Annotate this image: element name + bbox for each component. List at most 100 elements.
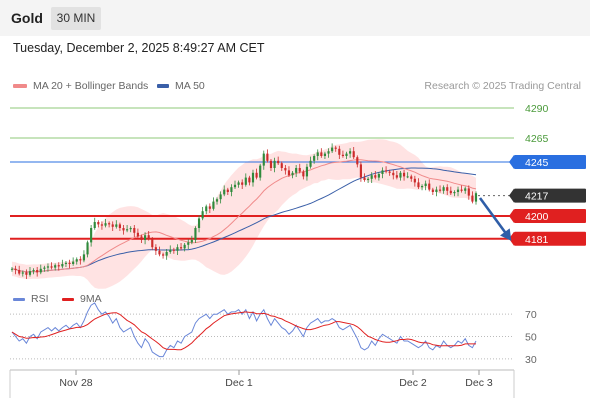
rsi-level-label: 70 [525,309,537,321]
candle-body [338,148,341,155]
candle-body [32,270,35,272]
candle-body [79,259,82,261]
candle [82,250,86,263]
ma50-line [11,167,477,273]
candle [474,191,478,205]
candle [424,180,427,191]
timestamp: Tuesday, December 2, 2025 8:49:27 AM CET [13,41,265,55]
candle-body [212,201,215,209]
candle [151,237,154,251]
candle [197,215,201,233]
candle [144,232,147,245]
candle-body [453,192,456,194]
level-label-4290: 4290 [525,103,549,115]
candle [349,148,352,158]
candle [248,175,251,186]
candle-body [241,182,244,185]
candle [277,156,280,165]
candle-body [431,189,434,192]
candle [136,228,139,239]
candle [165,249,168,260]
candle [43,265,46,272]
candle-body [108,223,111,225]
legend-ma20-label: MA 20 + Bollinger Bands [33,80,149,92]
level-label-4245: 4245 [525,157,549,169]
candle-body [14,268,17,270]
candle [14,265,17,275]
instrument-title: Gold [11,10,43,26]
candle [259,163,262,181]
timeframe-button[interactable]: 30 MIN [51,7,101,30]
candle-body [345,153,348,156]
candle [194,226,197,243]
candle-body [269,160,273,168]
candle [183,243,186,252]
candle-body [295,168,298,173]
candle-body [277,160,280,164]
candle-body [10,268,14,270]
candle [126,225,129,233]
candle [190,235,193,245]
candle [295,165,298,177]
candle-body [255,172,258,178]
candle [266,149,269,163]
candle-body [194,228,197,240]
candle [100,221,104,230]
candle [377,172,380,181]
candle-body [420,186,424,188]
rsi-pane: 70 50 30 [10,302,537,366]
candle [154,244,157,255]
candle [420,184,424,191]
candle [269,159,273,171]
level-badge-4181 [514,231,586,246]
candle-body [72,261,75,264]
candle [370,172,373,183]
candle-body [446,187,449,191]
candle [410,174,413,182]
candle-body [144,235,147,240]
candle [244,173,247,187]
candle [241,179,244,189]
candle-body [43,267,46,269]
candle [21,270,24,277]
level-badge-4245 [514,155,586,169]
ma50-swatch [157,84,169,89]
candle [169,245,172,254]
candle-body [460,189,463,191]
candle [219,191,222,204]
candle-body [54,265,57,268]
candle [449,186,452,195]
candle [86,240,89,258]
candle-body [46,266,50,268]
candle-body [57,265,60,267]
candle [118,222,121,231]
candle-body [179,247,183,249]
candle-body [280,163,283,168]
candle [18,265,21,276]
candle-body [122,228,125,231]
candle [61,259,64,269]
candle-body [467,188,470,196]
candle [115,220,118,229]
candle [471,191,474,204]
candle-body [201,211,204,219]
candle [352,147,355,159]
candle-body [359,164,362,178]
candle-body [226,189,229,192]
candle [392,169,395,180]
candle-body [136,232,139,237]
candle-body [75,259,78,262]
chart-header: Gold 30 MIN [0,0,590,36]
rsi-level-label: 30 [525,354,537,366]
candle [104,219,107,228]
rsi-ma-swatch [62,297,74,301]
candle-body [323,153,327,156]
candle-body [165,252,168,256]
legend-rsi-ma: 9MA [62,293,102,305]
candle-body [190,240,193,243]
candle-body [320,152,323,156]
candle-body [262,153,265,166]
candle-body [370,175,373,179]
candle-body [39,268,42,273]
